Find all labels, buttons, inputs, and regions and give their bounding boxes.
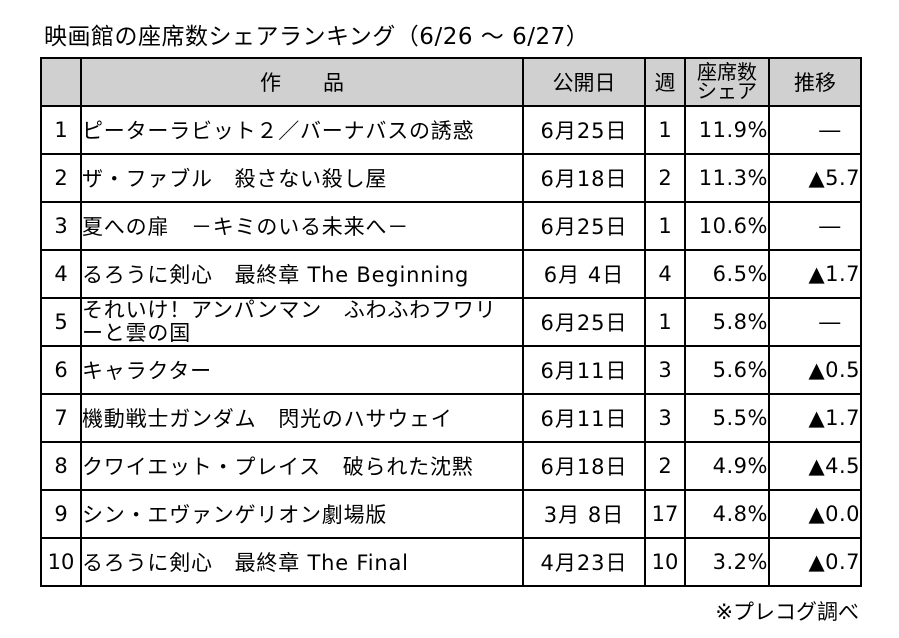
table-row: 5 それいけ！アンパンマン ふわふわフワリーと雲の国 6月25日 1 5.8% … xyxy=(40,297,862,347)
week-cell: 3 xyxy=(644,345,686,395)
week-cell: 2 xyxy=(644,441,686,491)
header-rank xyxy=(40,57,82,107)
week-cell: 1 xyxy=(644,201,686,251)
header-title: 作 品 xyxy=(80,57,524,107)
rank-cell: 1 xyxy=(40,105,82,155)
rank-cell: 9 xyxy=(40,489,82,539)
release-cell: 6月25日 xyxy=(522,201,646,251)
rank-cell: 6 xyxy=(40,345,82,395)
share-cell: 6.5% xyxy=(684,249,770,299)
header-share-line2: シェア xyxy=(697,79,757,103)
rank-cell: 7 xyxy=(40,393,82,443)
title-cell: キャラクター xyxy=(80,345,524,395)
release-cell: 6月18日 xyxy=(522,153,646,203)
share-cell: 10.6% xyxy=(684,201,770,251)
trend-cell: ▲1.7 xyxy=(768,393,862,443)
trend-cell: ▲5.7 xyxy=(768,153,862,203)
trend-cell: ▲0.7 xyxy=(768,537,862,587)
title-cell: それいけ！アンパンマン ふわふわフワリーと雲の国 xyxy=(80,297,524,347)
title-cell: クワイエット・プレイス 破られた沈黙 xyxy=(80,441,524,491)
title-cell: るろうに剣心 最終章 The Final xyxy=(80,537,524,587)
title-cell: ピーターラビット２／バーナバスの誘惑 xyxy=(80,105,524,155)
trend-cell: ▲0.0 xyxy=(768,489,862,539)
release-cell: 3月 8日 xyxy=(522,489,646,539)
share-cell: 11.9% xyxy=(684,105,770,155)
ranking-table: 作 品 公開日 週 座席数 シェア 推移 1 ピーターラビット２／バーナバスの誘… xyxy=(40,57,862,587)
table-header-row: 作 品 公開日 週 座席数 シェア 推移 xyxy=(40,57,862,107)
header-share-line1: 座席数 xyxy=(697,60,757,84)
table-row: 10 るろうに剣心 最終章 The Final 4月23日 10 3.2% ▲0… xyxy=(40,537,862,587)
table-row: 4 るろうに剣心 最終章 The Beginning 6月 4日 4 6.5% … xyxy=(40,249,862,299)
title-cell: シン・エヴァンゲリオン劇場版 xyxy=(80,489,524,539)
title-cell: 機動戦士ガンダム 閃光のハサウェイ xyxy=(80,393,524,443)
trend-cell: ― xyxy=(768,297,862,347)
table-row: 1 ピーターラビット２／バーナバスの誘惑 6月25日 1 11.9% ― xyxy=(40,105,862,155)
release-cell: 6月25日 xyxy=(522,105,646,155)
table-row: 3 夏への扉 －キミのいる未来へ－ 6月25日 1 10.6% ― xyxy=(40,201,862,251)
share-cell: 4.8% xyxy=(684,489,770,539)
page-title: 映画館の座席数シェアランキング（6/26 ～ 6/27） xyxy=(44,24,590,50)
week-cell: 4 xyxy=(644,249,686,299)
header-trend: 推移 xyxy=(768,57,862,107)
share-cell: 4.9% xyxy=(684,441,770,491)
table-row: 9 シン・エヴァンゲリオン劇場版 3月 8日 17 4.8% ▲0.0 xyxy=(40,489,862,539)
week-cell: 3 xyxy=(644,393,686,443)
title-cell: 夏への扉 －キミのいる未来へ－ xyxy=(80,201,524,251)
week-cell: 2 xyxy=(644,153,686,203)
header-share: 座席数 シェア xyxy=(684,57,770,107)
trend-cell: ― xyxy=(768,105,862,155)
release-cell: 6月11日 xyxy=(522,345,646,395)
table-row: 2 ザ・ファブル 殺さない殺し屋 6月18日 2 11.3% ▲5.7 xyxy=(40,153,862,203)
rank-cell: 8 xyxy=(40,441,82,491)
rank-cell: 4 xyxy=(40,249,82,299)
week-cell: 10 xyxy=(644,537,686,587)
share-cell: 3.2% xyxy=(684,537,770,587)
release-cell: 6月 4日 xyxy=(522,249,646,299)
week-cell: 1 xyxy=(644,105,686,155)
table-row: 6 キャラクター 6月11日 3 5.6% ▲0.5 xyxy=(40,345,862,395)
share-cell: 5.6% xyxy=(684,345,770,395)
header-week: 週 xyxy=(644,57,686,107)
header-release: 公開日 xyxy=(522,57,646,107)
table-row: 7 機動戦士ガンダム 閃光のハサウェイ 6月11日 3 5.5% ▲1.7 xyxy=(40,393,862,443)
release-cell: 6月11日 xyxy=(522,393,646,443)
table-row: 8 クワイエット・プレイス 破られた沈黙 6月18日 2 4.9% ▲4.5 xyxy=(40,441,862,491)
rank-cell: 3 xyxy=(40,201,82,251)
title-cell: るろうに剣心 最終章 The Beginning xyxy=(80,249,524,299)
rank-cell: 5 xyxy=(40,297,82,347)
share-cell: 5.8% xyxy=(684,297,770,347)
week-cell: 1 xyxy=(644,297,686,347)
share-cell: 5.5% xyxy=(684,393,770,443)
source-footnote: ※プレコグ調べ xyxy=(715,600,859,624)
release-cell: 6月18日 xyxy=(522,441,646,491)
trend-cell: ▲0.5 xyxy=(768,345,862,395)
trend-cell: ― xyxy=(768,201,862,251)
title-cell: ザ・ファブル 殺さない殺し屋 xyxy=(80,153,524,203)
rank-cell: 2 xyxy=(40,153,82,203)
trend-cell: ▲4.5 xyxy=(768,441,862,491)
trend-cell: ▲1.7 xyxy=(768,249,862,299)
rank-cell: 10 xyxy=(40,537,82,587)
release-cell: 6月25日 xyxy=(522,297,646,347)
share-cell: 11.3% xyxy=(684,153,770,203)
week-cell: 17 xyxy=(644,489,686,539)
release-cell: 4月23日 xyxy=(522,537,646,587)
